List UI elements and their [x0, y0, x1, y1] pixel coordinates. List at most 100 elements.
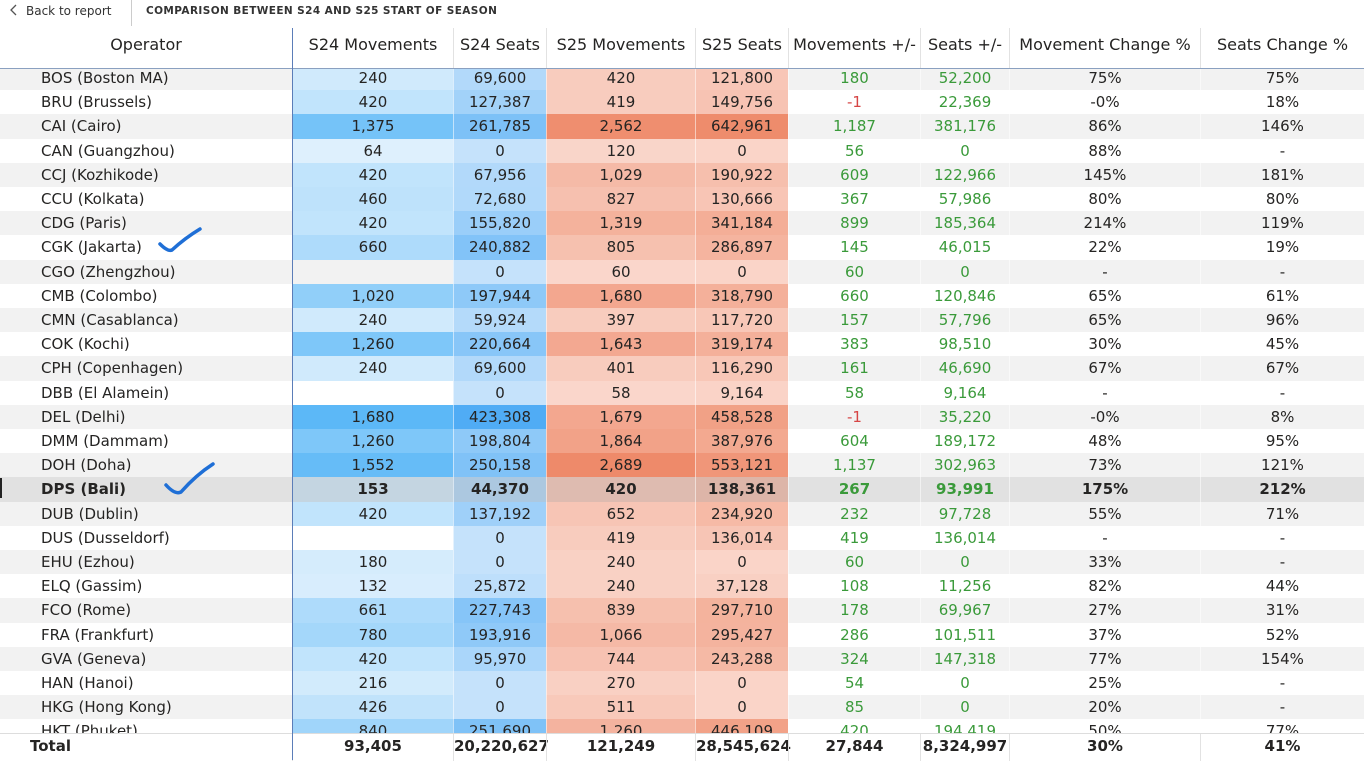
data-cell: 660 — [788, 283, 920, 308]
data-cell: 64 — [292, 138, 453, 163]
data-cell: 250,158 — [453, 453, 546, 478]
data-cell: 65% — [1009, 283, 1200, 308]
data-cell: - — [1009, 525, 1200, 550]
data-cell: 69,967 — [920, 598, 1009, 623]
column-header: Movement Change % — [1009, 28, 1200, 68]
data-cell: 137,192 — [453, 501, 546, 526]
table-row: DEL (Delhi) 1,680 423,308 1,679 458,528 -1 35,… — [0, 404, 1364, 429]
data-cell: 136,014 — [920, 525, 1009, 550]
data-cell: 511 — [546, 695, 695, 720]
total-cell: 93,405 — [292, 734, 453, 761]
operator-cell: FCO (Rome) — [41, 601, 132, 620]
data-cell: 153 — [292, 477, 453, 502]
data-cell: 149,756 — [695, 90, 788, 115]
data-cell: 0 — [453, 138, 546, 163]
data-cell: 72,680 — [453, 187, 546, 212]
table-row: COK (Kochi) 1,260 220,664 1,643 319,174 383 98… — [0, 332, 1364, 357]
data-cell: 553,121 — [695, 453, 788, 478]
data-cell: 2,562 — [546, 114, 695, 139]
data-cell: 261,785 — [453, 114, 546, 139]
column-header: S25 Movements — [546, 28, 695, 68]
data-cell: 136,014 — [695, 525, 788, 550]
data-cell: 302,963 — [920, 453, 1009, 478]
table-row: HKG (Hong Kong) 426 0 511 0 85 0 20% - — [0, 695, 1364, 720]
total-cell: 27,844 — [788, 734, 920, 761]
data-cell: 198,804 — [453, 429, 546, 454]
operator-cell: BRU (Brussels) — [41, 93, 152, 112]
table-row: CDG (Paris) 420 155,820 1,319 341,184 899 185,… — [0, 211, 1364, 236]
data-cell: 30% — [1009, 332, 1200, 357]
data-cell: 240 — [292, 308, 453, 333]
data-cell: 67,956 — [453, 162, 546, 187]
data-cell: 661 — [292, 598, 453, 623]
table-row: CPH (Copenhagen) 240 69,600 401 116,290 161 46… — [0, 356, 1364, 381]
table-row: CGO (Zhengzhou) 0 60 0 60 0- - — [0, 259, 1364, 284]
table-row: FRA (Frankfurt) 780 193,916 1,066 295,427 286… — [0, 622, 1364, 647]
data-cell: 324 — [788, 646, 920, 671]
data-cell: 119% — [1200, 211, 1364, 236]
data-cell — [292, 259, 453, 284]
data-cell: 420 — [546, 477, 695, 502]
data-cell: 86% — [1009, 114, 1200, 139]
data-cell: 609 — [788, 162, 920, 187]
data-cell: 95% — [1200, 429, 1364, 454]
data-cell: 604 — [788, 429, 920, 454]
data-cell: 57,796 — [920, 308, 1009, 333]
data-cell: 240 — [292, 69, 453, 91]
data-cell: 82% — [1009, 574, 1200, 599]
data-cell: 44% — [1200, 574, 1364, 599]
data-cell: 96% — [1200, 308, 1364, 333]
data-cell: 1,864 — [546, 429, 695, 454]
data-cell: 1,680 — [546, 283, 695, 308]
data-cell: 19% — [1200, 235, 1364, 260]
operator-cell: EHU (Ezhou) — [41, 553, 135, 571]
data-cell: 446,109 — [695, 719, 788, 733]
data-cell: 367 — [788, 187, 920, 212]
data-cell: 71% — [1200, 501, 1364, 526]
data-cell: - — [1009, 259, 1200, 284]
operator-cell: ELQ (Gassim) — [41, 577, 143, 596]
data-cell: 286 — [788, 622, 920, 647]
data-cell: 31% — [1200, 598, 1364, 623]
data-cell: 138,361 — [695, 477, 788, 502]
data-cell: 145 — [788, 235, 920, 260]
data-cell: 101,511 — [920, 622, 1009, 647]
operator-cell: DOH (Doha) — [41, 456, 132, 475]
total-row: Total 93,405 20,220,627 121,249 28,545,624 27… — [0, 733, 1364, 761]
data-cell: 642,961 — [695, 114, 788, 139]
data-cell: 127,387 — [453, 90, 546, 115]
data-cell: 899 — [788, 211, 920, 236]
table-row: CGK (Jakarta) 660 240,882 805 286,897 145 46,0… — [0, 235, 1364, 260]
data-cell: - — [1200, 671, 1364, 696]
data-cell: 190,922 — [695, 162, 788, 187]
data-cell: - — [1200, 525, 1364, 550]
data-cell: - — [1200, 695, 1364, 720]
data-cell: 1,066 — [546, 622, 695, 647]
data-cell: 216 — [292, 671, 453, 696]
data-cell: 75% — [1200, 69, 1364, 91]
operator-cell: BOS (Boston MA) — [41, 69, 169, 87]
operator-cell: DEL (Delhi) — [41, 407, 126, 426]
data-cell: 48% — [1009, 429, 1200, 454]
data-cell: 212% — [1200, 477, 1364, 502]
data-cell: -0% — [1009, 404, 1200, 429]
data-cell: 85 — [788, 695, 920, 720]
back-label[interactable]: Back to report — [26, 4, 112, 18]
back-button[interactable]: Back to report — [10, 4, 111, 18]
data-cell: 234,920 — [695, 501, 788, 526]
data-cell: 297,710 — [695, 598, 788, 623]
data-cell: 61% — [1200, 283, 1364, 308]
table-row: BRU (Brussels) 420 127,387 419 149,756 -1 22,3… — [0, 90, 1364, 115]
operator-cell: CMB (Colombo) — [41, 286, 158, 305]
column-header: Movements +/- — [788, 28, 920, 68]
data-cell: 319,174 — [695, 332, 788, 357]
operator-cell: DUS (Dusseldorf) — [41, 528, 170, 547]
data-cell: 240 — [546, 574, 695, 599]
data-cell: 8% — [1200, 404, 1364, 429]
data-cell: 423,308 — [453, 404, 546, 429]
data-cell: 69,600 — [453, 356, 546, 381]
data-cell: 25,872 — [453, 574, 546, 599]
data-cell: 11,256 — [920, 574, 1009, 599]
data-cell: 154% — [1200, 646, 1364, 671]
operator-cell: CGO (Zhengzhou) — [41, 262, 176, 281]
